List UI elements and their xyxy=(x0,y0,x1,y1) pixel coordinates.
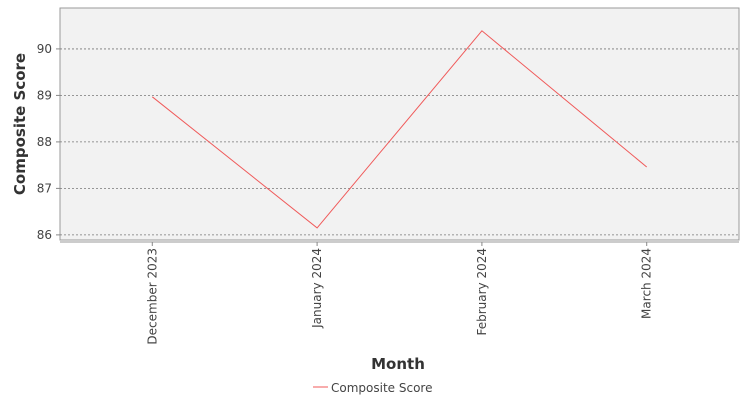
y-tick-label: 90 xyxy=(37,42,52,56)
legend-label: Composite Score xyxy=(331,381,432,395)
x-tick-label: February 2024 xyxy=(475,248,489,336)
x-axis-title: Month xyxy=(371,355,425,373)
data-line xyxy=(151,30,648,229)
y-tick-label: 87 xyxy=(37,181,52,195)
x-tick-label: March 2024 xyxy=(640,248,654,319)
y-axis-title: Composite Score xyxy=(11,53,29,195)
y-tick-label: 89 xyxy=(37,88,52,102)
y-tick-label: 86 xyxy=(37,228,52,242)
y-tick-label: 88 xyxy=(37,135,52,149)
plot-area xyxy=(59,7,740,241)
x-tick-label: December 2023 xyxy=(145,248,159,345)
x-tick-label: January 2024 xyxy=(310,248,324,329)
